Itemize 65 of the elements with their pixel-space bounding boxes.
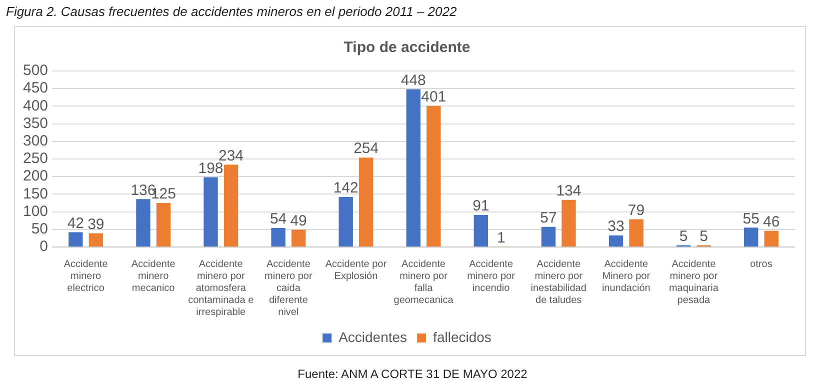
y-tick-label: 50 (31, 220, 48, 238)
source-note: Fuente: ANM A CORTE 31 DE MAYO 2022 (296, 367, 528, 381)
bar (629, 219, 644, 246)
bar (136, 199, 150, 246)
text: Figura 2. Causas frecuentes de accidentes mineros en el periodo 2011 – 2022 (6, 4, 457, 19)
x-tick-label: Accidente minero por atomosfera contaminada e irrespirable (188, 258, 254, 318)
data-label: 46 (763, 213, 780, 230)
x-tick-label: otros (750, 258, 772, 270)
data-label: 5 (679, 228, 688, 245)
bar (156, 203, 171, 246)
data-label: 254 (354, 140, 379, 158)
x-tick-label: Accidente minero electrico (64, 258, 108, 294)
data-label: 54 (270, 210, 287, 228)
bar (224, 164, 238, 246)
bar (271, 228, 286, 246)
data-label: 79 (628, 202, 645, 219)
bar (338, 197, 353, 246)
y-tick-label: 200 (22, 168, 48, 185)
data-label: 91 (472, 198, 490, 215)
y-tick-label: 450 (22, 80, 48, 97)
y-tick-label: 300 (22, 132, 48, 150)
x-tick-label: Accidente minero por falla geomecanica (394, 258, 454, 306)
x-tick-label: Accidente minero por maquinaria pesada (668, 258, 719, 306)
data-label: 49 (290, 212, 307, 230)
data-label: 57 (540, 210, 557, 227)
x-tick-label: Accidente minero por caida diferente nivel (264, 258, 313, 318)
x-tick-label: Accidente Minero por inundación (602, 258, 651, 294)
data-label: 401 (421, 88, 446, 106)
bar (204, 177, 218, 246)
data-label: 33 (608, 218, 624, 236)
data-label: 5 (700, 228, 708, 245)
y-tick-label: 0 (40, 238, 48, 256)
bar (406, 89, 420, 246)
data-label: 448 (400, 72, 426, 89)
data-label: 1 (497, 229, 506, 246)
y-tick-label: 100 (22, 202, 48, 220)
x-tick-label: Accidente minero por incendio (467, 258, 516, 294)
bar (291, 230, 306, 246)
bar (764, 230, 778, 246)
bar (68, 232, 83, 246)
x-tick-label: Accidente minero mecanico (131, 258, 176, 294)
bar (744, 228, 758, 246)
bar (541, 226, 556, 246)
bar (359, 158, 374, 246)
y-tick-label: 250 (22, 150, 48, 168)
legend-label: Accidentes (338, 328, 408, 345)
x-tick-label: Accidente por Explosión (325, 258, 388, 282)
legend-label: fallecidos (433, 328, 492, 345)
bar (608, 235, 624, 246)
data-label: 198 (198, 160, 224, 177)
chart-title: Tipo de accidente (344, 39, 470, 56)
bar (88, 233, 104, 246)
data-label: 142 (333, 180, 358, 197)
bar (562, 200, 576, 246)
x-tick-label: Accidente minero por inestabilidad de taludes (530, 258, 586, 306)
data-label: 55 (742, 210, 760, 228)
data-label: 39 (88, 216, 104, 233)
data-label: 134 (556, 182, 582, 200)
y-tick-label: 400 (22, 97, 48, 114)
y-tick-label: 500 (22, 62, 48, 80)
y-tick-label: 350 (22, 114, 48, 132)
bar (426, 106, 441, 246)
y-tick-label: 150 (22, 185, 48, 202)
bar (474, 214, 488, 246)
data-label: 42 (67, 214, 84, 232)
